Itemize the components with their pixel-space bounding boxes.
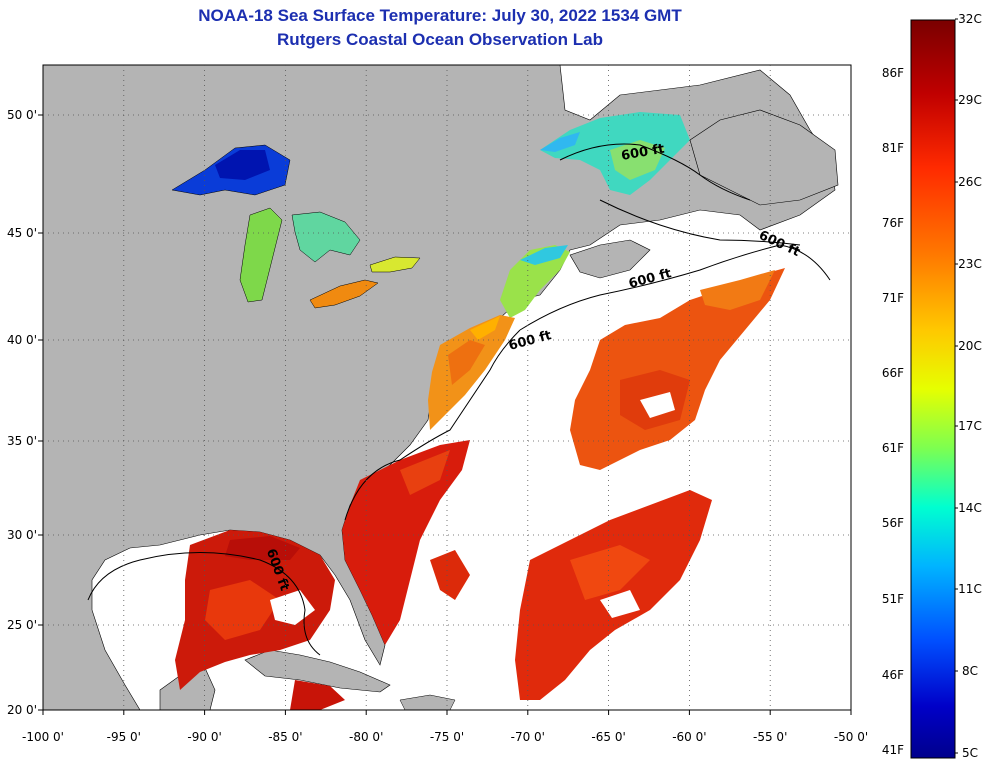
lake-ontario bbox=[369, 256, 421, 273]
land-atlantic-canada bbox=[689, 109, 839, 206]
colorbar-f-label: 51F bbox=[882, 592, 904, 606]
map-title: NOAA-18 Sea Surface Temperature: July 30… bbox=[198, 6, 682, 25]
colorbar-c-label: 20C bbox=[958, 339, 982, 353]
colorbar-fahrenheit-labels: 86F 81F 76F 71F 66F 61F 56F 51F 46F 41F bbox=[882, 66, 904, 757]
lake-erie bbox=[309, 279, 379, 309]
lon-tick-label: -70 0' bbox=[511, 730, 545, 744]
lon-tick-label: -75 0' bbox=[430, 730, 464, 744]
lon-tick-label: -55 0' bbox=[753, 730, 787, 744]
colorbar-c-label: 8C bbox=[962, 664, 978, 678]
lon-tick-label: -65 0' bbox=[591, 730, 625, 744]
sst-gulf-stream bbox=[342, 440, 470, 645]
lon-tick-label: -90 0' bbox=[187, 730, 221, 744]
colorbar-c-label: 23C bbox=[958, 257, 982, 271]
colorbar-f-label: 66F bbox=[882, 366, 904, 380]
lat-tick-label: 20 0' bbox=[7, 703, 37, 717]
sst-open-atlantic-south bbox=[515, 490, 712, 700]
colorbar-f-label: 71F bbox=[882, 291, 904, 305]
lake-huron bbox=[291, 211, 361, 263]
colorbar-c-label: 14C bbox=[958, 501, 982, 515]
colorbar bbox=[910, 19, 956, 759]
lon-tick-label: -50 0' bbox=[834, 730, 868, 744]
map-subtitle: Rutgers Coastal Ocean Observation Lab bbox=[277, 30, 603, 49]
colorbar-f-label: 86F bbox=[882, 66, 904, 80]
sst-mid-atlantic-shelf bbox=[428, 315, 515, 430]
lat-tick-label: 40 0' bbox=[7, 333, 37, 347]
sst-gulf-of-maine bbox=[500, 245, 570, 318]
lon-tick-label: -100 0' bbox=[22, 730, 64, 744]
colorbar-c-label: 5C bbox=[962, 746, 978, 760]
colorbar-f-label: 46F bbox=[882, 668, 904, 682]
colorbar-c-label: 26C bbox=[958, 175, 982, 189]
map-area: 600 ft 600 ft 600 ft 600 ft 600 ft bbox=[43, 65, 851, 710]
colorbar-f-label: 61F bbox=[882, 441, 904, 455]
lat-tick-label: 45 0' bbox=[7, 226, 37, 240]
lake-michigan bbox=[239, 207, 283, 303]
isobath-contours bbox=[87, 143, 831, 656]
colorbar-c-label: 29C bbox=[958, 93, 982, 107]
latitude-axis: 50 0' 45 0' 40 0' 35 0' 30 0' 25 0' 20 0' bbox=[7, 108, 43, 717]
longitude-axis: -100 0' -95 0' -90 0' -85 0' -80 0' -75 0' -70… bbox=[22, 710, 868, 744]
lat-tick-label: 35 0' bbox=[7, 434, 37, 448]
lat-tick-label: 50 0' bbox=[7, 108, 37, 122]
land-cuba bbox=[244, 649, 391, 693]
colorbar-f-label: 41F bbox=[882, 743, 904, 757]
colorbar-f-label: 81F bbox=[882, 141, 904, 155]
colorbar-c-label: 17C bbox=[958, 419, 982, 433]
lon-tick-label: -60 0' bbox=[672, 730, 706, 744]
colorbar-celsius-labels: 32C 29C 26C 23C 20C 17C 14C 11C 8C 5C bbox=[955, 12, 982, 760]
colorbar-f-label: 56F bbox=[882, 516, 904, 530]
sst-open-atlantic-north bbox=[570, 268, 785, 470]
lon-tick-label: -80 0' bbox=[349, 730, 383, 744]
colorbar-c-label: 32C bbox=[958, 12, 982, 26]
lon-tick-label: -85 0' bbox=[268, 730, 302, 744]
lon-tick-label: -95 0' bbox=[107, 730, 141, 744]
lat-tick-label: 25 0' bbox=[7, 618, 37, 632]
colorbar-c-label: 11C bbox=[958, 582, 982, 596]
colorbar-f-label: 76F bbox=[882, 216, 904, 230]
contour-label-st-lawrence: 600 ft bbox=[620, 142, 665, 164]
lat-tick-label: 30 0' bbox=[7, 528, 37, 542]
